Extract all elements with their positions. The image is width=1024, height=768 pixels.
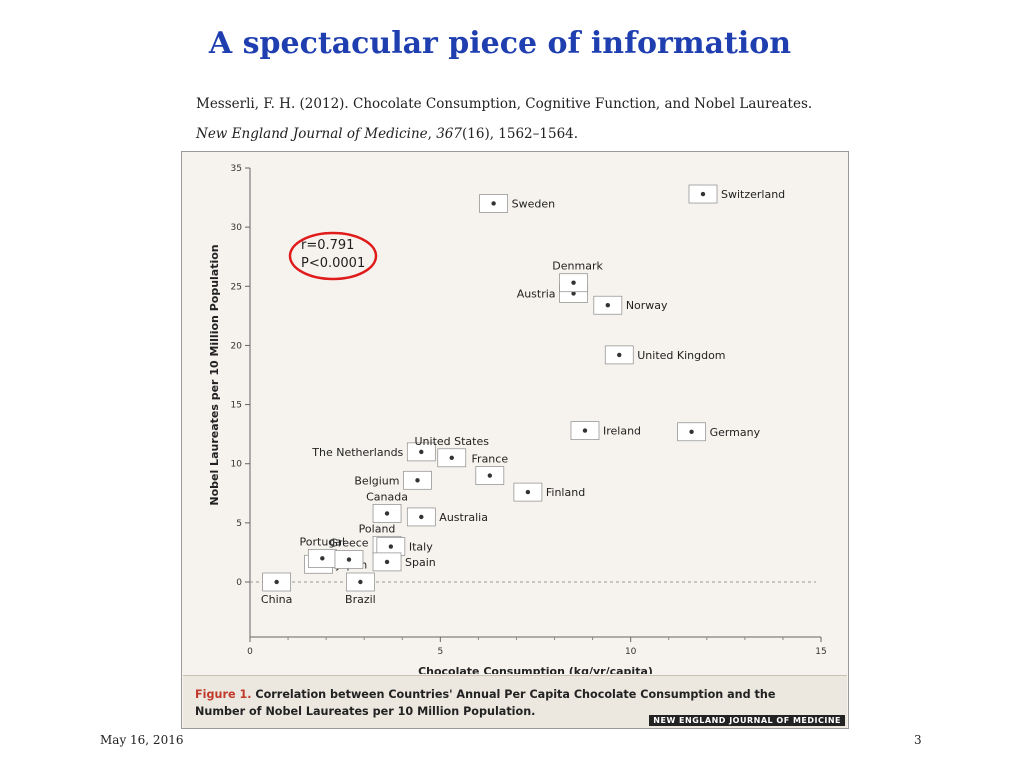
y-axis-label: Nobel Laureates per 10 Million Populatio…	[208, 244, 221, 505]
point-dot	[487, 473, 493, 478]
annotation-r: r=0.791	[301, 238, 354, 253]
x-tick-label: 5	[437, 647, 443, 657]
citation-rest: (16), 1562–1564.	[462, 126, 579, 142]
country-label: Switzerland	[721, 188, 785, 201]
point-dot	[700, 191, 706, 197]
correlation-annotation: r=0.791 P<0.0001	[288, 231, 378, 281]
point-france: France	[472, 453, 509, 485]
point-denmark: Denmark	[552, 260, 603, 293]
citation-line-1: Messerli, F. H. (2012). Chocolate Consum…	[196, 96, 813, 112]
country-label: The Netherlands	[311, 446, 403, 459]
figure-panel: 0 5 10 15 20 25 30 35 0 5 10 15 Chocolate Consumptio…	[181, 151, 849, 729]
point-norway: Norway	[593, 295, 668, 315]
caption-label: Figure 1.	[195, 688, 252, 701]
point-canada: Canada	[366, 490, 408, 523]
country-label: Poland	[359, 522, 396, 535]
country-label: Brazil	[345, 593, 376, 606]
country-label: Ireland	[603, 425, 641, 438]
point-switzerland: Switzerland	[688, 184, 785, 204]
citation-line-2: New England Journal of Medicine, 367(16)…	[196, 126, 579, 142]
point-australia: Australia	[406, 507, 488, 527]
point-dot	[388, 544, 394, 549]
point-dot	[605, 303, 611, 308]
y-tick-label: 35	[231, 164, 242, 174]
country-label: Finland	[546, 486, 585, 499]
point-spain: Spain	[372, 552, 436, 572]
point-ireland: Ireland	[570, 421, 641, 440]
point-dot	[346, 557, 352, 562]
y-tick-label: 20	[231, 341, 243, 351]
y-tick-label: 0	[236, 578, 242, 588]
point-sweden: Sweden	[479, 194, 555, 213]
country-label: Australia	[439, 511, 488, 524]
point-dot	[384, 559, 390, 565]
country-label: Italy	[409, 541, 433, 554]
y-tick-label: 10	[231, 460, 243, 470]
highlight-circle	[288, 231, 378, 281]
point-dot	[617, 352, 622, 358]
y-tick-label: 30	[231, 223, 243, 233]
x-tick-label: 0	[247, 647, 253, 657]
point-china: China	[261, 572, 292, 606]
country-label: Belgium	[354, 474, 399, 487]
y-tick-label: 25	[231, 282, 242, 292]
caption-text: Correlation between Countries' Annual Pe…	[195, 688, 776, 718]
point-germany: Germany	[677, 422, 761, 442]
annotation-p: P<0.0001	[301, 256, 365, 271]
y-tick-label: 5	[236, 519, 242, 529]
data-points: ChinaJapanBrazilPortugalGreecePolandItal…	[261, 184, 785, 606]
country-label: Greece	[329, 537, 368, 550]
point-dot	[491, 201, 496, 206]
point-belgium: Belgium	[354, 470, 432, 490]
axes: 0 5 10 15 20 25 30 35 0 5 10 15 Chocolate Consumptio…	[208, 164, 827, 674]
point-greece: Greece	[329, 537, 369, 569]
point-dot	[415, 478, 420, 483]
point-dot	[571, 280, 576, 285]
x-tick-label: 15	[815, 647, 826, 657]
point-the-netherlands: The Netherlands	[311, 442, 436, 462]
point-united-kingdom: United Kingdom	[604, 345, 726, 365]
country-label: Denmark	[552, 260, 603, 273]
citation-journal: New England Journal of Medicine	[196, 126, 428, 142]
y-tick-label: 15	[231, 401, 242, 411]
point-italy: Italy	[376, 537, 433, 556]
point-dot	[274, 579, 279, 585]
point-portugal: Portugal	[300, 535, 346, 568]
footer-date: May 16, 2016	[100, 733, 184, 747]
country-label: Portugal	[300, 535, 346, 548]
x-axis-label: Chocolate Consumption (kg/yr/capita)	[418, 665, 653, 674]
x-tick-label: 10	[625, 647, 637, 657]
point-dot	[582, 428, 588, 433]
point-dot	[320, 556, 325, 561]
country-label: Germany	[710, 426, 761, 439]
figure-caption: Figure 1. Correlation between Countries'…	[195, 686, 825, 720]
point-dot	[358, 579, 363, 585]
citation-volume: 367	[436, 126, 462, 142]
point-brazil: Brazil	[345, 572, 376, 606]
country-label: Sweden	[512, 197, 555, 210]
point-finland: Finland	[513, 482, 585, 502]
point-dot	[689, 429, 694, 434]
point-dot	[419, 449, 424, 455]
point-dot	[449, 455, 454, 460]
page-number: 3	[914, 733, 922, 747]
point-dot	[571, 291, 576, 296]
scatter-plot: 0 5 10 15 20 25 30 35 0 5 10 15 Chocolate Consumptio…	[208, 164, 827, 674]
point-dot	[525, 489, 531, 495]
country-label: France	[472, 453, 509, 466]
country-label: United Kingdom	[637, 349, 725, 362]
country-label: United States	[415, 435, 490, 448]
point-dot	[384, 511, 390, 516]
country-label: Canada	[366, 490, 408, 503]
country-label: Austria	[517, 287, 556, 300]
slide-title: A spectacular piece of information	[208, 26, 792, 61]
country-label: Norway	[626, 299, 668, 312]
point-dot	[419, 514, 424, 520]
caption-box: Figure 1. Correlation between Countries'…	[183, 675, 847, 728]
country-label: Spain	[405, 556, 436, 569]
journal-mark: NEW ENGLAND JOURNAL OF MEDICINE	[649, 715, 845, 726]
point-united-states: United States	[415, 435, 490, 468]
country-label: China	[261, 593, 292, 606]
